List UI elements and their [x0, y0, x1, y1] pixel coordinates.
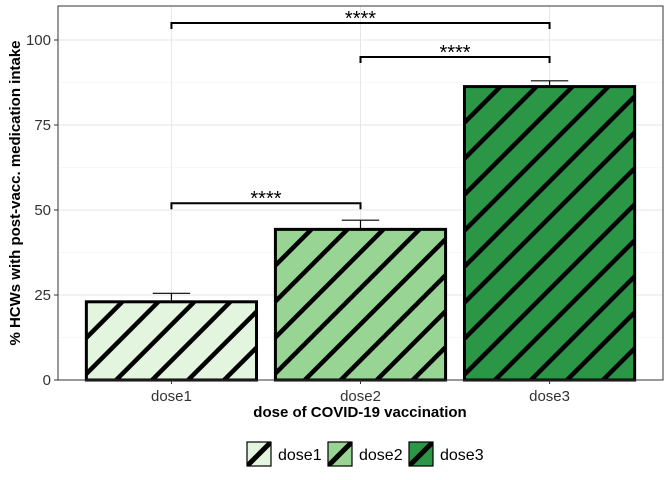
x-tick-label: dose3 [529, 388, 570, 405]
significance-brackets: **** **** **** [170, 8, 551, 210]
bar-dose2 [273, 227, 448, 382]
y-axis-ticks: 0 25 50 75 100 [26, 32, 58, 389]
bars [84, 85, 637, 382]
significance-bracket: **** [170, 188, 362, 210]
y-tick-label: 75 [34, 117, 51, 134]
error-bar-dose2 [341, 219, 380, 230]
y-axis-title: % HCWs with post-vacc. medication intake [7, 40, 24, 345]
significance-label: **** [439, 42, 470, 64]
y-tick-label: 100 [26, 32, 51, 49]
significance-label: **** [345, 8, 376, 30]
legend-label: dose2 [359, 447, 403, 464]
legend-entry-dose2: dose2 [327, 441, 403, 467]
x-tick-label: dose2 [340, 388, 381, 405]
significance-bracket: **** [359, 42, 551, 64]
y-tick-label: 0 [43, 372, 51, 389]
legend-label: dose3 [440, 447, 484, 464]
x-tick-label: dose1 [151, 388, 192, 405]
legend: dose1 dose2 dose3 [246, 441, 484, 467]
x-axis-ticks: dose1 dose2 dose3 [151, 380, 570, 405]
error-bar-dose3 [530, 80, 569, 87]
legend-entry-dose3: dose3 [408, 441, 484, 467]
significance-bracket: **** [170, 8, 551, 30]
y-tick-label: 50 [34, 202, 51, 219]
y-tick-label: 25 [34, 287, 51, 304]
x-axis-title: dose of COVID-19 vaccination [253, 404, 466, 421]
legend-entry-dose1: dose1 [246, 441, 322, 467]
error-bar-dose1 [152, 292, 191, 302]
significance-label: **** [250, 188, 281, 210]
error-bars [152, 80, 569, 302]
legend-label: dose1 [278, 447, 322, 464]
